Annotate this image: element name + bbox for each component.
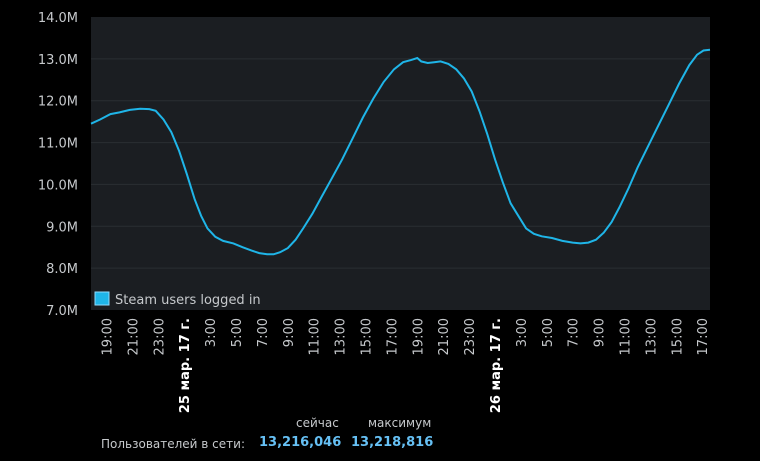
x-tick-label: 19:00 xyxy=(101,318,116,355)
y-tick-label: 12.0M xyxy=(38,95,78,110)
x-tick-date-label: 25 мар. 17 г. xyxy=(178,318,193,413)
x-tick-label: 9:00 xyxy=(593,318,608,347)
x-tick-label: 19:00 xyxy=(411,318,426,355)
x-tick-label: 3:00 xyxy=(515,318,530,347)
y-tick-label: 8.0M xyxy=(46,262,78,277)
steam-users-chart: 7.0M 8.0M 9.0M 10.0M 11.0M 12.0M 13.0M 14.0M 19… xyxy=(38,11,712,413)
stats-header-max: максимум xyxy=(368,416,432,430)
x-tick-label: 5:00 xyxy=(230,318,245,347)
x-tick-label: 3:00 xyxy=(204,318,219,347)
x-tick-label: 21:00 xyxy=(126,318,141,355)
x-tick-label: 15:00 xyxy=(670,318,685,355)
y-axis-labels: 7.0M 8.0M 9.0M 10.0M 11.0M 12.0M 13.0M 14.0M xyxy=(38,11,78,319)
x-tick-label: 11:00 xyxy=(308,318,323,355)
x-tick-label: 9:00 xyxy=(282,318,297,347)
legend-label: Steam users logged in xyxy=(115,293,261,308)
stats-header-now: сейчас xyxy=(296,416,339,430)
y-tick-label: 7.0M xyxy=(46,304,78,319)
x-tick-label: 17:00 xyxy=(696,318,711,355)
y-tick-label: 10.0M xyxy=(38,178,78,193)
stats-label: Пользователей в сети: xyxy=(101,437,245,451)
x-tick-label: 23:00 xyxy=(463,318,478,355)
y-tick-label: 13.0M xyxy=(38,53,78,68)
x-tick-label: 5:00 xyxy=(541,318,556,347)
stats-max-value: 13,218,816 xyxy=(351,435,434,450)
legend-swatch xyxy=(94,291,110,306)
x-tick-label: 23:00 xyxy=(152,318,167,355)
x-tick-label: 13:00 xyxy=(644,318,659,355)
online-stats: сейчас максимум Пользователей в сети: 13… xyxy=(0,414,760,461)
x-tick-label: 13:00 xyxy=(334,318,349,355)
x-tick-date-label: 26 мар. 17 г. xyxy=(489,318,504,413)
y-tick-label: 14.0M xyxy=(38,11,78,26)
x-tick-label: 17:00 xyxy=(385,318,400,355)
series-line-steam-users xyxy=(90,48,711,256)
x-tick-label: 7:00 xyxy=(256,318,271,347)
y-tick-label: 11.0M xyxy=(38,137,78,152)
plot-background xyxy=(91,17,710,310)
x-tick-label: 11:00 xyxy=(619,318,634,355)
x-axis-labels: 19:00 21:00 23:00 25 мар. 17 г. 3:00 5:00 7:00… xyxy=(101,318,712,413)
grid-lines xyxy=(91,58,710,269)
x-tick-label: 7:00 xyxy=(567,318,582,347)
legend: Steam users logged in xyxy=(94,291,261,308)
y-tick-label: 9.0M xyxy=(46,220,78,235)
x-tick-label: 21:00 xyxy=(437,318,452,355)
x-tick-label: 15:00 xyxy=(360,318,375,355)
stats-now-value: 13,216,046 xyxy=(259,435,342,450)
